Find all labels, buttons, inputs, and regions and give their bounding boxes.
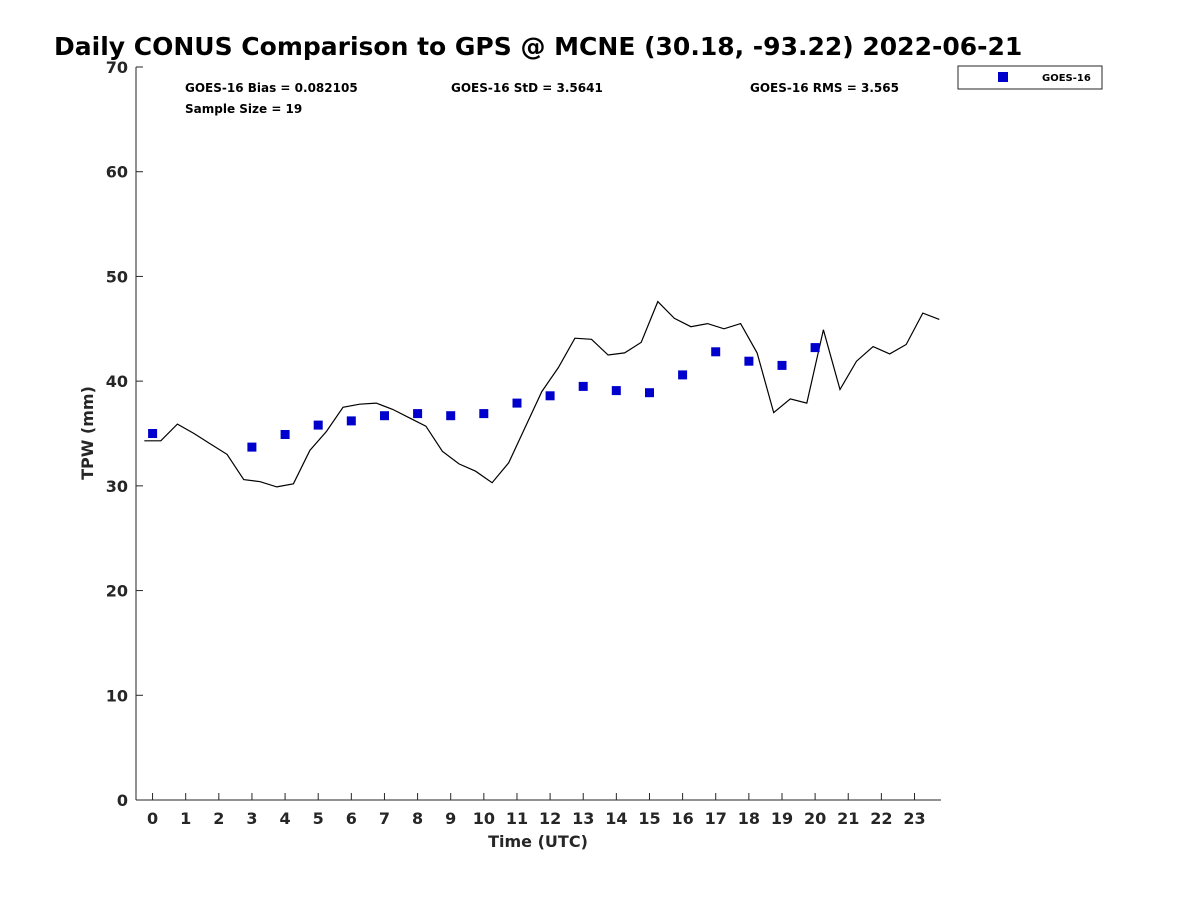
goes16-point (413, 409, 423, 419)
x-tick-label: 12 (539, 809, 561, 828)
y-tick-label: 60 (106, 163, 128, 182)
gps-line (144, 300, 940, 488)
x-tick-label: 11 (506, 809, 528, 828)
x-tick-label: 1 (180, 809, 191, 828)
y-tick-label: 30 (106, 477, 128, 496)
y-tick-label: 10 (106, 686, 128, 705)
x-tick-label: 10 (473, 809, 495, 828)
sample-size-stat: Sample Size = 19 (185, 102, 302, 116)
x-tick-label: 21 (837, 809, 859, 828)
x-tick-label: 5 (313, 809, 324, 828)
goes16-point (380, 411, 389, 421)
y-tick-label: 20 (106, 582, 128, 601)
goes16-point (479, 409, 489, 419)
x-tick-label: 6 (346, 809, 357, 828)
y-tick-label: 40 (106, 372, 128, 391)
goes16-point (247, 442, 257, 452)
x-tick-label: 22 (870, 809, 892, 828)
goes16-point (678, 370, 688, 380)
x-tick-label: 15 (638, 809, 660, 828)
x-tick-label: 3 (246, 809, 257, 828)
goes16-point (512, 398, 522, 408)
y-tick-label: 70 (106, 58, 128, 77)
goes16-point (744, 356, 754, 366)
legend-marker (998, 72, 1008, 82)
legend: GOES-16 (957, 65, 1103, 90)
x-tick-label: 8 (412, 809, 423, 828)
goes16-point (446, 411, 456, 421)
plot-area (144, 300, 940, 488)
x-tick-label: 4 (280, 809, 291, 828)
x-tick-label: 0 (147, 809, 158, 828)
legend-box (957, 65, 1103, 90)
goes16-point (545, 391, 555, 401)
x-tick-label: 2 (213, 809, 224, 828)
x-tick-label: 9 (445, 809, 456, 828)
chart-title: Daily CONUS Comparison to GPS @ MCNE (30… (54, 32, 1022, 61)
goes16-point (280, 430, 290, 439)
goes16-point (810, 343, 820, 353)
y-axis-label: TPW (mm) (78, 386, 97, 480)
x-axis-label: Time (UTC) (488, 832, 588, 851)
legend-entry: GOES-16 (1042, 73, 1091, 84)
x-tick-label: 20 (804, 809, 826, 828)
x-tick-label: 16 (671, 809, 693, 828)
goes16-point (578, 381, 588, 391)
x-tick-label: 17 (705, 809, 727, 828)
x-axis: 0 1 2 3 4 5 6 7 8 9 10 11 12 13 14 15 16 17 18 19 20 21 22 23 (136, 793, 941, 828)
y-axis: 0 10 20 30 40 50 60 70 (106, 58, 143, 810)
goes16-point (313, 420, 323, 430)
goes16-point (148, 429, 158, 438)
x-tick-label: 7 (379, 809, 390, 828)
goes16-point (645, 388, 654, 398)
y-tick-label: 50 (106, 267, 128, 286)
x-tick-label: 18 (738, 809, 760, 828)
rms-stat: GOES-16 RMS = 3.565 (750, 81, 899, 95)
x-tick-label: 13 (572, 809, 594, 828)
goes16-point (346, 416, 356, 426)
goes16-point (777, 360, 787, 370)
x-tick-label: 19 (771, 809, 793, 828)
y-tick-label: 0 (117, 791, 128, 810)
x-tick-label: 14 (605, 809, 627, 828)
goes16-point (611, 386, 621, 396)
bias-stat: GOES-16 Bias = 0.082105 (185, 81, 358, 95)
goes16-point (711, 347, 721, 357)
x-tick-label: 23 (903, 809, 925, 828)
std-stat: GOES-16 StD = 3.5641 (451, 81, 603, 95)
